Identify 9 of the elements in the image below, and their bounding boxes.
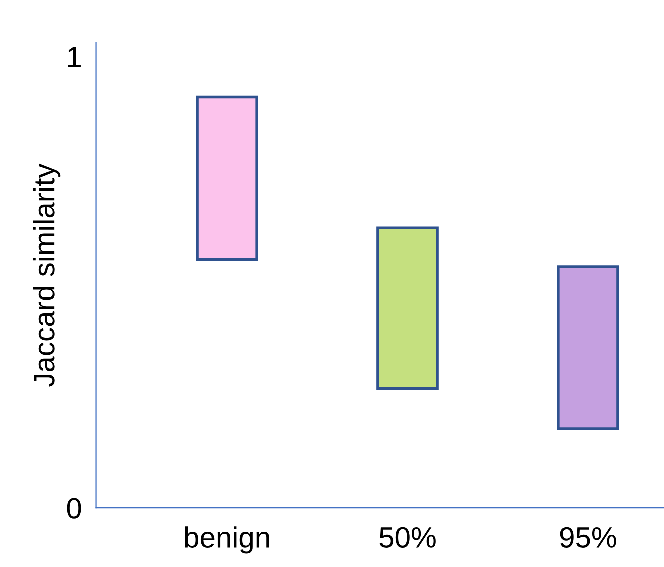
y-tick-label: 0 (67, 498, 82, 519)
y-axis-title: Jaccard similarity (33, 164, 61, 387)
x-tick-label: 50% (380, 527, 436, 548)
bar (376, 226, 439, 390)
bar (196, 96, 258, 262)
y-tick-label: 1 (68, 47, 81, 68)
x-tick-label: benign (185, 526, 270, 554)
bar (557, 266, 620, 430)
x-tick-label: 95% (560, 527, 616, 548)
